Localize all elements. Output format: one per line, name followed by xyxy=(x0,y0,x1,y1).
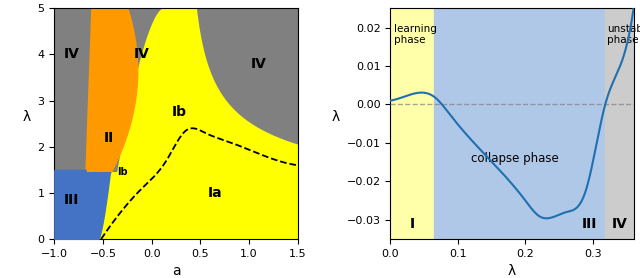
Text: Ib: Ib xyxy=(172,105,186,119)
Text: II: II xyxy=(104,131,114,145)
Text: collapse phase: collapse phase xyxy=(472,152,559,165)
Text: Ia: Ia xyxy=(208,186,222,200)
Bar xyxy=(390,8,434,239)
Text: IV: IV xyxy=(251,57,267,71)
Bar xyxy=(434,8,605,239)
Text: learning
phase: learning phase xyxy=(394,24,436,45)
Y-axis label: λ: λ xyxy=(22,110,31,124)
Text: IV: IV xyxy=(134,48,150,61)
Bar xyxy=(605,8,634,239)
Text: Ib: Ib xyxy=(117,167,128,177)
Text: III: III xyxy=(64,193,79,207)
X-axis label: a: a xyxy=(172,264,180,278)
Text: unstable
phase: unstable phase xyxy=(607,24,640,45)
Text: I: I xyxy=(410,217,415,231)
Text: IV: IV xyxy=(64,48,80,61)
Y-axis label: λ: λ xyxy=(331,110,339,124)
Text: III: III xyxy=(582,217,597,231)
Text: IV: IV xyxy=(612,217,628,231)
X-axis label: λ: λ xyxy=(508,264,516,278)
